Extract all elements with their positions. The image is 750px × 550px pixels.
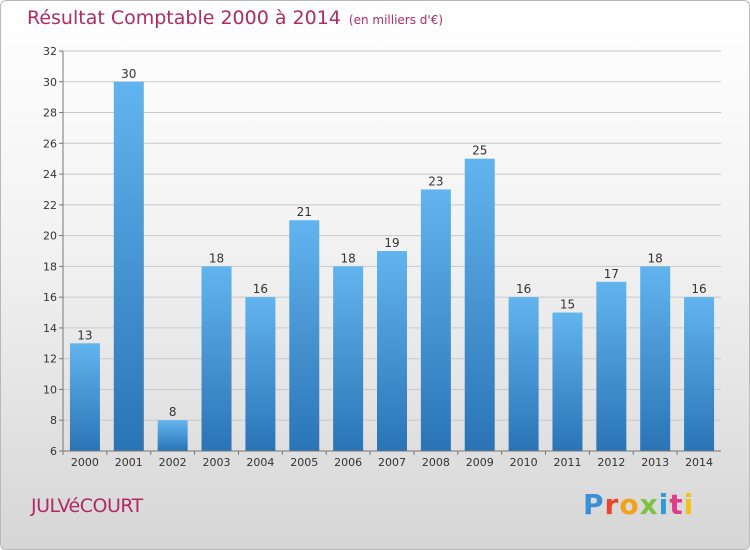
bar-2010 <box>508 297 539 451</box>
brand-letter: i <box>683 488 695 521</box>
y-tick-label: 16 <box>43 291 57 304</box>
value-label: 25 <box>472 144 487 158</box>
x-tick-label: 2007 <box>378 456 406 469</box>
y-tick-label: 12 <box>43 353 57 366</box>
x-tick-label: 2008 <box>422 456 450 469</box>
brand-letter: t <box>669 488 684 521</box>
value-label: 13 <box>77 328 92 342</box>
bar-2014 <box>684 297 715 451</box>
x-tick-label: 2006 <box>334 456 362 469</box>
y-tick-label: 10 <box>43 383 57 396</box>
y-tick-label: 26 <box>43 137 57 150</box>
value-label: 16 <box>691 282 706 296</box>
value-label: 21 <box>297 205 312 219</box>
axis-layer: 6 8 10 12 14 16 18 20 22 24 26 28 30 32 <box>43 45 721 458</box>
value-label: 30 <box>121 67 136 81</box>
brand-logo: Proxiti <box>583 488 694 521</box>
bar-2000 <box>69 343 100 451</box>
bar-2009 <box>464 158 495 451</box>
y-tick-label: 32 <box>43 45 57 58</box>
x-tick-label: 2011 <box>553 456 581 469</box>
x-tick-label: 2010 <box>510 456 538 469</box>
bar-layer <box>69 81 715 452</box>
bar-2004 <box>245 297 276 451</box>
bar-2012 <box>596 281 627 451</box>
y-tick-label: 8 <box>50 414 57 427</box>
chart-unit: (en milliers d'€) <box>348 13 444 27</box>
bar-2007 <box>377 251 407 451</box>
value-label: 18 <box>648 251 663 265</box>
x-tick-label: 2013 <box>641 456 669 469</box>
bar-2001 <box>113 81 144 452</box>
chart-title-text: Résultat Comptable 2000 à 2014 <box>27 7 341 29</box>
x-tick-label: 2000 <box>71 456 99 469</box>
bar-2003 <box>201 266 232 451</box>
y-tick-label: 22 <box>43 199 57 212</box>
y-tick-label: 14 <box>43 322 57 335</box>
value-label: 17 <box>604 267 619 281</box>
label-layer: 13 2000 30 2001 8 2002 18 2003 16 2004 21 2005 18 200… <box>71 67 713 469</box>
x-tick-label: 2009 <box>466 456 494 469</box>
brand-letter: o <box>619 488 640 521</box>
y-tick-label: 30 <box>43 76 57 89</box>
brand-letter: x <box>639 488 659 521</box>
x-tick-label: 2012 <box>597 456 625 469</box>
bar-2005 <box>289 220 320 451</box>
y-tick-label: 18 <box>43 260 57 273</box>
bar-2006 <box>333 266 364 451</box>
chart-title: Résultat Comptable 2000 à 2014 (en millie… <box>27 7 443 29</box>
value-label: 19 <box>384 236 399 250</box>
x-tick-label: 2014 <box>685 456 713 469</box>
bar-2002 <box>157 420 188 451</box>
value-label: 16 <box>516 282 531 296</box>
y-tick-label: 6 <box>50 445 57 458</box>
y-tick-label: 28 <box>43 107 57 120</box>
brand-letter: P <box>583 488 605 521</box>
y-tick-label: 20 <box>43 230 57 243</box>
x-tick-label: 2002 <box>159 456 187 469</box>
value-label: 8 <box>169 405 177 419</box>
y-tick-label: 24 <box>43 168 57 181</box>
brand-letter: r <box>604 488 620 521</box>
value-label: 15 <box>560 298 575 312</box>
bar-2008 <box>420 189 451 451</box>
bar-2011 <box>552 312 583 451</box>
value-label: 16 <box>253 282 268 296</box>
value-label: 18 <box>340 251 355 265</box>
bar-2013 <box>640 266 671 451</box>
x-tick-label: 2004 <box>246 456 274 469</box>
x-tick-label: 2001 <box>115 456 143 469</box>
x-tick-label: 2003 <box>203 456 231 469</box>
value-label: 18 <box>209 251 224 265</box>
x-tick-label: 2005 <box>290 456 318 469</box>
value-label: 23 <box>428 174 443 188</box>
brand-letter: i <box>658 488 670 521</box>
town-name: JULVéCOURT <box>31 495 143 517</box>
